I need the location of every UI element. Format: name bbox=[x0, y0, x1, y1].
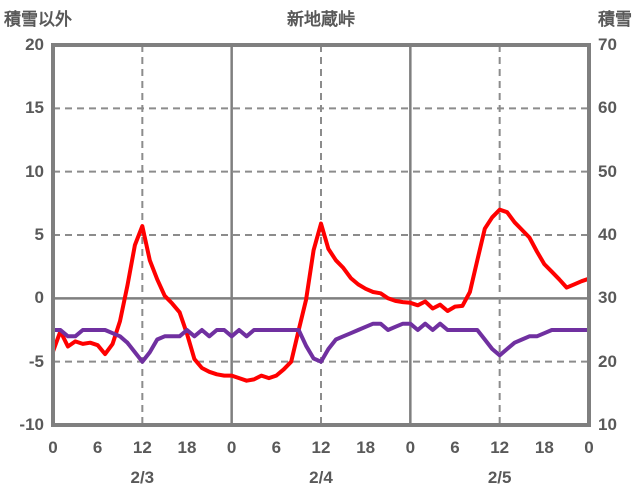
x-tick-12: 12 bbox=[132, 438, 152, 457]
y-tick-left-0: 0 bbox=[34, 288, 44, 308]
plot-border bbox=[51, 43, 591, 427]
x-tick-36: 12 bbox=[311, 438, 331, 457]
y-tick-right-40: 40 bbox=[598, 225, 617, 244]
x-tick-18: 18 bbox=[177, 438, 197, 457]
x-tick-66: 18 bbox=[534, 438, 554, 457]
y-tick-left-20: 20 bbox=[25, 35, 44, 54]
x-tick-72: 0 bbox=[584, 438, 594, 457]
chart-title: 新地蔵峠 bbox=[287, 10, 355, 29]
date-label-2/5: 2/5 bbox=[487, 468, 512, 487]
y-tick-left-15: 15 bbox=[25, 98, 44, 118]
right-axis-title: 積雪 bbox=[598, 10, 632, 29]
date-label-2/3: 2/3 bbox=[130, 468, 155, 487]
y-tick-right-10: 10 bbox=[598, 415, 617, 434]
plot-area bbox=[51, 43, 591, 427]
temperature-line bbox=[51, 207, 591, 383]
y-tick-left--10: -10 bbox=[19, 415, 44, 434]
x-tick-24: 0 bbox=[226, 438, 237, 457]
snow-depth-line bbox=[51, 321, 591, 364]
x-tick-42: 18 bbox=[356, 438, 376, 457]
x-tick-54: 6 bbox=[450, 438, 460, 457]
x-tick-30: 6 bbox=[271, 438, 282, 457]
y-tick-right-20: 20 bbox=[598, 351, 617, 371]
x-tick-6: 6 bbox=[92, 438, 103, 457]
y-tick-right-50: 50 bbox=[598, 161, 617, 181]
y-tick-left-10: 10 bbox=[25, 161, 44, 181]
y-tick-right-60: 60 bbox=[598, 98, 617, 118]
x-tick-60: 12 bbox=[490, 438, 510, 457]
date-label-2/4: 2/4 bbox=[309, 468, 333, 487]
y-tick-left-5: 5 bbox=[34, 225, 44, 244]
left-axis-title: 積雪以外 bbox=[4, 10, 72, 29]
x-tick-48: 0 bbox=[405, 438, 416, 457]
y-tick-right-30: 30 bbox=[598, 288, 617, 308]
y-tick-left--5: -5 bbox=[28, 351, 44, 371]
x-tick-0: 0 bbox=[48, 438, 58, 457]
y-tick-right-70: 70 bbox=[598, 35, 617, 54]
